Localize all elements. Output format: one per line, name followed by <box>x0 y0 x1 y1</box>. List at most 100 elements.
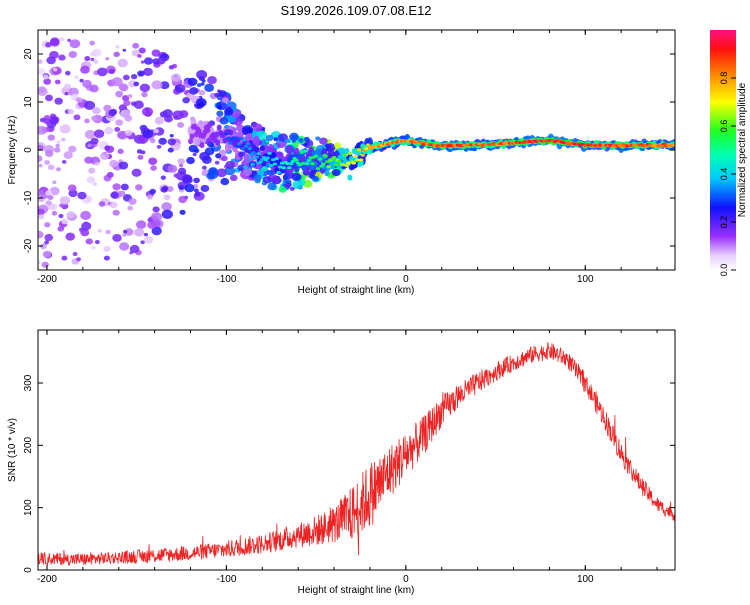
colorbar-label: Normalized spectral amplitude <box>737 82 748 217</box>
spectrogram-cell <box>169 133 174 138</box>
spectrogram-cell <box>245 142 251 146</box>
spectrogram-cell <box>215 139 221 146</box>
spectrogram-cell <box>173 173 179 178</box>
spectrogram-cell <box>301 164 307 171</box>
colorbar-tick-label: 0.0 <box>719 264 729 277</box>
spectrogram-cell <box>114 127 121 132</box>
spectrogram-cell <box>317 157 322 161</box>
spectrogram-cell <box>228 129 234 136</box>
spectrogram-cell <box>131 49 140 57</box>
spectrogram-cell <box>90 137 99 145</box>
spectrogram-cell <box>292 180 304 190</box>
snr-y-tick-label: 100 <box>23 499 34 516</box>
spectrogram-cell <box>122 229 128 234</box>
spectrogram-cell <box>219 117 229 125</box>
spectrogram-cell <box>45 42 52 48</box>
spectrogram-cell <box>252 123 263 132</box>
spectrogram-cell <box>269 164 274 168</box>
spectrogram-cell <box>213 131 219 138</box>
spectrogram-cell <box>115 90 123 98</box>
spectrogram-cell <box>347 174 353 181</box>
spectrogram-cell <box>204 83 215 92</box>
spectrogram-cell <box>41 261 49 268</box>
spectrogram-cell <box>216 168 227 178</box>
spectrogram-cell <box>238 136 243 140</box>
spectrogram-cell <box>38 125 47 135</box>
spectrogram-x-tick-label: 0 <box>403 274 409 285</box>
spectrogram-cell <box>127 205 134 211</box>
snr-y-tick-label: 200 <box>23 437 34 454</box>
spectrogram-cell <box>205 127 211 134</box>
spectrogram-cell <box>152 206 160 213</box>
spectrogram-cell <box>294 166 300 173</box>
spectrogram-cell <box>44 240 50 245</box>
spectrogram-cell <box>301 161 306 165</box>
colorbar-tick-label: 0.2 <box>719 216 729 229</box>
spectrogram-cell <box>242 165 248 170</box>
spectrogram-cell <box>100 152 110 160</box>
spectrogram-cell <box>84 118 90 124</box>
spectrogram-cell <box>225 160 235 169</box>
spectrogram-cell <box>247 147 252 151</box>
spectrogram-cell <box>267 182 277 191</box>
spectrogram-cell <box>188 138 194 145</box>
spectrogram-cell <box>141 91 148 98</box>
spectrogram-cell <box>282 174 288 181</box>
spectrogram-cell <box>351 161 357 165</box>
spectrogram-cell <box>331 168 341 177</box>
spectrogram-cell <box>38 155 43 163</box>
spectrogram-cell <box>251 151 256 155</box>
spectrogram-cell <box>146 194 153 200</box>
spectrogram-cell <box>38 208 45 216</box>
spectrogram-cell <box>89 40 96 46</box>
spectrogram-x-tick-label: -100 <box>216 274 236 285</box>
spectrogram-cell <box>270 177 277 183</box>
spectrogram-cell <box>84 156 93 164</box>
spectrogram-cell <box>242 138 247 142</box>
spectrogram-cell <box>67 108 74 115</box>
spectrogram-cell <box>67 184 77 192</box>
spectrogram-cell <box>72 252 78 257</box>
spectrogram-cell <box>270 158 276 162</box>
spectrogram-cell <box>117 58 128 68</box>
spectrogram-cell <box>43 118 51 125</box>
spectrogram-cell <box>279 161 285 165</box>
spectrogram-cell <box>227 141 233 145</box>
spectrogram-cell <box>304 143 308 147</box>
spectrogram-cell <box>75 97 83 103</box>
spectrogram-cell <box>39 243 47 250</box>
spectrogram-cell <box>201 79 206 83</box>
spectrogram-cell <box>61 160 67 164</box>
spectrogram-cell <box>65 70 71 76</box>
spectrogram-x-tick-label: 100 <box>577 274 594 285</box>
spectrogram-cell <box>90 57 95 62</box>
spectrogram-cell <box>44 160 50 165</box>
spectrogram-cell <box>121 95 130 102</box>
spectrogram-cell <box>140 150 146 155</box>
spectrogram-cell <box>119 242 130 251</box>
spectrogram-y-tick-label: -20 <box>23 238 34 253</box>
spectrogram-cell <box>221 155 228 162</box>
spectrogram-cell <box>222 137 228 144</box>
spectrogram-cell <box>53 147 61 153</box>
spectrogram-cell <box>77 191 87 200</box>
spectrogram-cell <box>49 116 59 125</box>
spectrogram-cell <box>272 162 278 166</box>
spectrogram-cell <box>68 145 76 152</box>
spectrogram-cell <box>115 45 120 49</box>
spectrogram-cell <box>289 186 295 191</box>
spectrogram-cell <box>59 124 71 134</box>
spectrogram-cell <box>189 133 195 140</box>
spectrogram-cell <box>160 186 168 193</box>
spectrogram-cell <box>115 119 124 126</box>
spectrogram-cell <box>58 54 66 61</box>
spectrogram-cell <box>92 107 101 115</box>
spectrogram-cell <box>192 152 197 157</box>
spectrogram-y-tick-label: 0 <box>23 147 34 153</box>
spectrogram-cell <box>143 67 153 76</box>
spectrogram-cell <box>178 185 185 190</box>
spectrogram-cell <box>38 260 41 265</box>
spectrogram-cell <box>127 93 133 99</box>
